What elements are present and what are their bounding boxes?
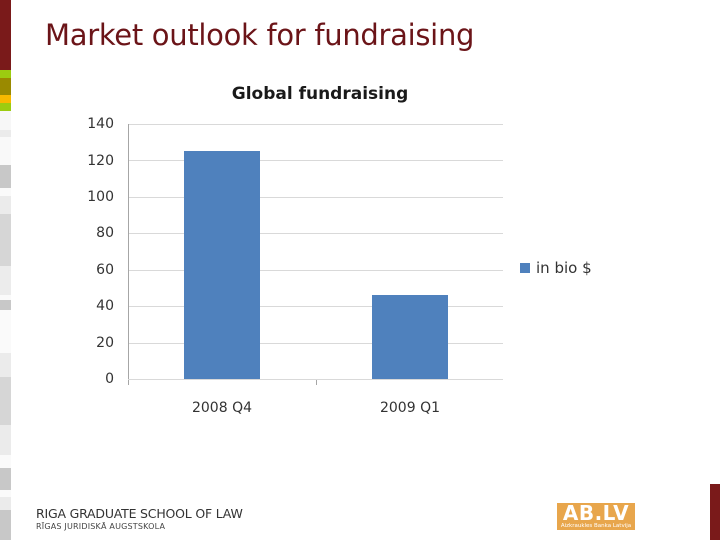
stripe-segment [0, 353, 11, 377]
school-name: RIGA GRADUATE SCHOOL OF LAW [36, 506, 243, 521]
stripe-segment [0, 214, 11, 266]
y-tick-label: 100 [87, 189, 114, 205]
x-category-label: 2008 Q4 [191, 400, 252, 416]
sponsor-logo: AB.LV Aizkraukles Banka Latvija [557, 503, 635, 530]
chart-legend: in bio $ [520, 259, 592, 277]
stripe-segment [0, 377, 11, 425]
stripe-segment [0, 137, 11, 165]
bar-2009-q1 [372, 295, 448, 379]
slide-title: Market outlook for fundraising [45, 18, 475, 52]
legend-swatch-icon [520, 263, 530, 273]
gridline [128, 343, 503, 344]
gridline [128, 233, 503, 234]
school-subtitle: RĪGAS JURIDISKĀ AUGSTSKOLA [36, 522, 166, 531]
y-tick-label: 140 [87, 116, 114, 132]
stripe-segment [0, 310, 11, 353]
gridline [128, 306, 503, 307]
y-tick-label: 120 [87, 153, 114, 169]
stripe-segment [0, 468, 11, 490]
stripe-segment [0, 95, 11, 103]
y-tick-label: 60 [96, 262, 114, 278]
sponsor-logo-text: AB.LV [562, 503, 630, 525]
chart-title: Global fundraising [231, 84, 409, 104]
stripe-segment [0, 130, 11, 137]
y-tick-label: 80 [96, 225, 114, 241]
stripe-segment [0, 295, 11, 300]
stripe-segment [0, 266, 11, 295]
stripe-segment [0, 188, 11, 196]
gridline [128, 124, 503, 125]
y-tick-label: 40 [96, 298, 114, 314]
y-axis [128, 124, 129, 385]
stripe-segment [0, 490, 11, 497]
stripe-segment [0, 196, 11, 214]
stripe-segment [0, 103, 11, 111]
y-tick-label: 20 [96, 335, 114, 351]
stripe-segment [0, 497, 11, 510]
y-tick-label: 0 [105, 371, 114, 387]
gridline [128, 270, 503, 271]
stripe-segment [0, 70, 11, 78]
stripe-segment [0, 510, 11, 540]
stripe-segment [0, 425, 11, 455]
x-axis [128, 379, 503, 380]
corner-accent-bar [710, 484, 720, 540]
x-axis-tick [316, 380, 317, 385]
gridline [128, 197, 503, 198]
sponsor-subtitle: Aizkraukles Banka Latvija [560, 523, 632, 529]
left-decorative-stripe [0, 0, 11, 540]
bar-2008-q4 [184, 151, 260, 379]
x-category-label: 2009 Q1 [379, 400, 440, 416]
stripe-segment [0, 111, 11, 130]
legend-label: in bio $ [536, 259, 592, 277]
plot-area [128, 124, 503, 379]
stripe-segment [0, 78, 11, 95]
school-logo: RIGA GRADUATE SCHOOL OF LAW RĪGAS JURIDI… [36, 506, 243, 531]
stripe-segment [0, 455, 11, 468]
stripe-segment [0, 0, 11, 70]
stripe-segment [0, 300, 11, 310]
gridline [128, 160, 503, 161]
stripe-segment [0, 165, 11, 188]
